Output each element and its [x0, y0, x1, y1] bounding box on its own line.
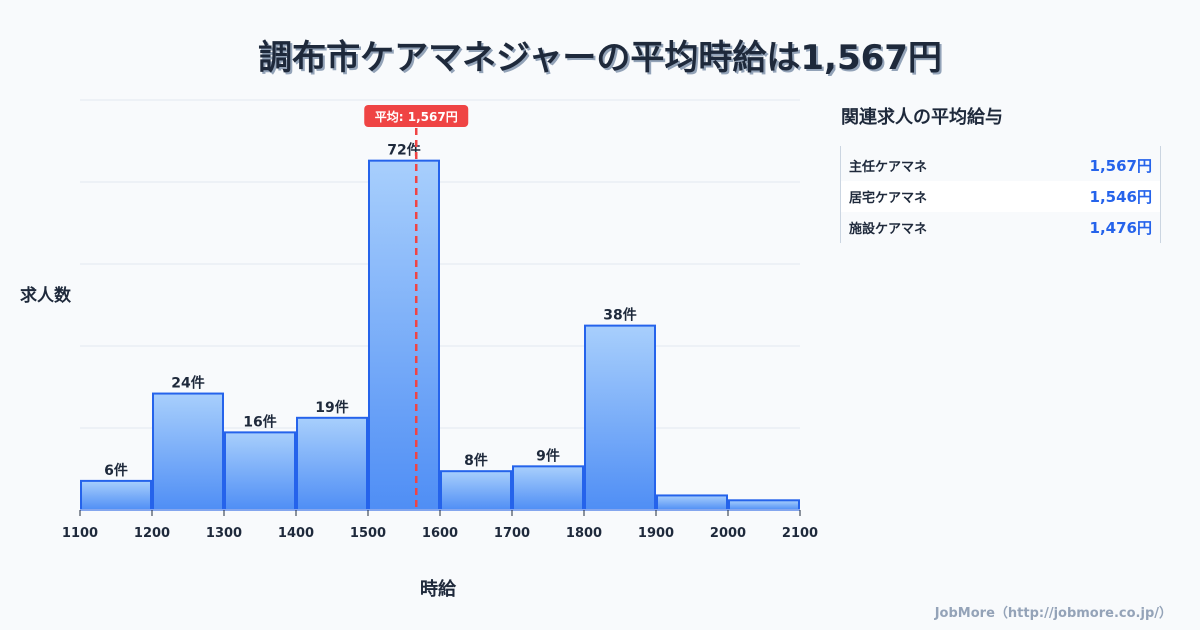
y-axis-label: 求人数 [20, 286, 71, 306]
x-axis-label: 時給 [420, 579, 456, 600]
mean-badge-label: 平均: 1,567円 [375, 109, 458, 124]
x-tick-label: 1800 [566, 526, 602, 541]
related-salary-row: 施設ケアマネ 1,476円 [841, 212, 1160, 243]
bar-value-labels: 6件 24件 16件 19件 72件 8件 9件 38件 [104, 142, 637, 479]
related-salary-title: 関連求人の平均給与 [841, 107, 1003, 128]
job-salary: 1,546円 [1089, 188, 1152, 206]
histogram-bar [152, 392, 224, 511]
related-salary-row: 主任ケアマネ 1,567円 [841, 150, 1160, 181]
bar-value-label: 72件 [387, 142, 420, 159]
histogram-bar [440, 470, 512, 512]
related-salary-table: 主任ケアマネ 1,567円 居宅ケアマネ 1,546円 施設ケアマネ 1,476… [840, 146, 1161, 243]
x-tick-label: 1600 [422, 526, 458, 541]
bar-value-label: 38件 [603, 307, 636, 324]
x-tick-label: 1100 [62, 526, 98, 541]
histogram-bar [656, 494, 728, 511]
histogram-bar [512, 465, 584, 511]
histogram-bar [224, 431, 296, 511]
source-credit: JobMore（http://jobmore.co.jp/） [934, 606, 1172, 621]
bar-value-label: 8件 [464, 452, 488, 469]
related-salary-row: 居宅ケアマネ 1,546円 [841, 181, 1160, 212]
histogram-bar [584, 324, 656, 511]
bar-value-label: 6件 [104, 462, 128, 479]
x-tick-label: 1400 [278, 526, 314, 541]
bar-value-label: 9件 [536, 447, 560, 464]
x-tick-label: 2100 [782, 526, 818, 541]
histogram-bar [368, 159, 440, 512]
job-name: 居宅ケアマネ [849, 191, 928, 206]
x-tick-label: 1900 [638, 526, 674, 541]
histogram-bar [296, 416, 368, 511]
x-axis: 1100 1200 1300 1400 1500 1600 1700 1800 1900 2000… [62, 509, 818, 541]
x-tick-label: 2000 [710, 526, 746, 541]
histogram-bar [728, 499, 800, 512]
histogram-bar [80, 479, 152, 511]
job-name: 施設ケアマネ [849, 222, 928, 237]
bar-value-label: 19件 [315, 399, 348, 416]
bars [80, 159, 800, 512]
x-tick-label: 1700 [494, 526, 530, 541]
bar-value-label: 24件 [171, 375, 204, 392]
x-tick-label: 1200 [134, 526, 170, 541]
job-salary: 1,567円 [1089, 157, 1152, 175]
x-tick-label: 1500 [350, 526, 386, 541]
bar-value-label: 16件 [243, 413, 276, 430]
job-salary: 1,476円 [1089, 219, 1152, 237]
x-tick-label: 1300 [206, 526, 242, 541]
job-name: 主任ケアマネ [849, 160, 928, 175]
mean-badge [364, 105, 469, 127]
page-title: 調布市ケアマネジャーの平均時給は1,567円 [258, 38, 942, 78]
mean-marker: 平均: 1,567円 [364, 105, 469, 510]
